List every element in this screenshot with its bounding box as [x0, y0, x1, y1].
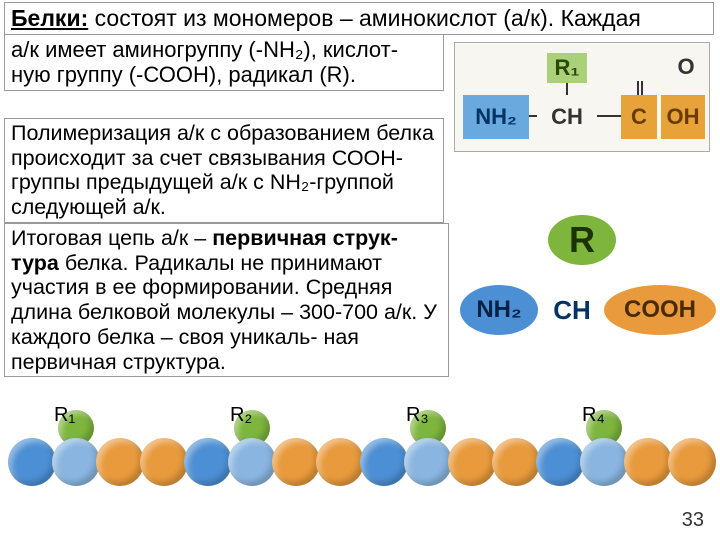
primary-structure-box: Итоговая цепь а/к – первичная струк- тур…	[4, 223, 449, 377]
chain-bead	[228, 438, 276, 486]
o-cell: O	[671, 53, 701, 81]
poly-text: Полимеризация а/к с образованием белка п…	[11, 121, 434, 219]
r-label: R₂	[230, 404, 252, 427]
bond-line	[641, 81, 643, 95]
chain-bead	[316, 438, 364, 486]
chain-bead	[184, 438, 232, 486]
polypeptide-chain: R₁R₂R₃R₄	[8, 430, 712, 500]
bond-line	[566, 83, 568, 95]
chain-bead	[624, 438, 672, 486]
chain-bead	[580, 438, 628, 486]
chain-bead	[448, 438, 496, 486]
chain-bead	[140, 438, 188, 486]
nh2-cell: NH₂	[463, 95, 529, 139]
sub-text: а/к имеет аминогруппу (-NH₂), кислот- ну…	[11, 37, 398, 87]
chain-text-1: Итоговая цепь а/к –	[11, 226, 212, 250]
r1-cell: R₁	[547, 53, 587, 83]
c-cell: C	[621, 95, 657, 139]
amino-acid-formula: NH₂ R₁ CH O C OH	[454, 42, 710, 152]
chain-bead	[360, 438, 408, 486]
oh-cell: OH	[661, 95, 705, 139]
amino-acid-bead-diagram: R NH₂ CH COOH	[460, 215, 716, 345]
ch-cell: CH	[537, 95, 597, 139]
polymerization-box: Полимеризация а/к с образованием белка п…	[4, 118, 444, 223]
chain-bead	[8, 438, 56, 486]
page-number: 33	[682, 509, 704, 532]
title-box: Белки: состоят из мономеров – аминокисло…	[4, 2, 714, 35]
title: Белки:	[11, 5, 88, 31]
chain-bead	[52, 438, 100, 486]
bond-line	[637, 81, 639, 95]
chain-bead	[492, 438, 540, 486]
chain-bead	[96, 438, 144, 486]
chain-text-2: белка. Радикалы не принимают участия в е…	[11, 251, 437, 374]
chain-bead	[536, 438, 584, 486]
chain-bead	[404, 438, 452, 486]
title-rest: состоят из мономеров – аминокислот (а/к)…	[88, 5, 641, 31]
cooh-bead: COOH	[604, 285, 716, 335]
chain-bead	[272, 438, 320, 486]
r-label: R₃	[406, 404, 429, 427]
r-label: R₄	[582, 404, 605, 427]
sub-text-box: а/к имеет аминогруппу (-NH₂), кислот- ну…	[4, 34, 444, 91]
chain-bead	[668, 438, 716, 486]
r-bead: R	[548, 215, 616, 265]
r-label: R₁	[54, 404, 75, 427]
nh2-bead: NH₂	[460, 285, 538, 335]
ch-label: CH	[542, 285, 602, 335]
bond-line	[529, 115, 537, 117]
bond-line	[597, 115, 621, 117]
